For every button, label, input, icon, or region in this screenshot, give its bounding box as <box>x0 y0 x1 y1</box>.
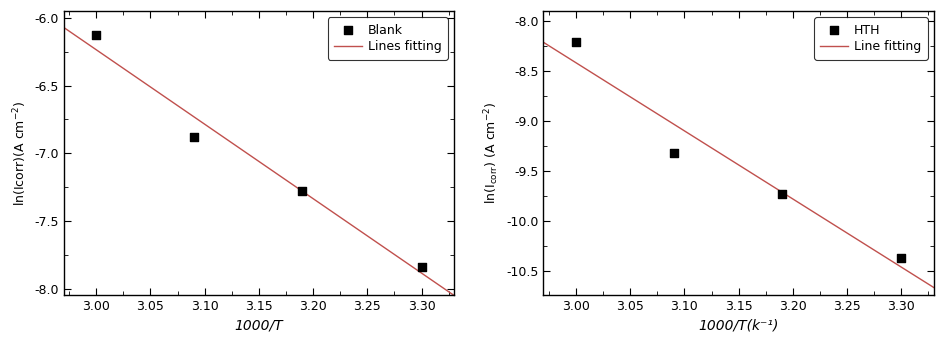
HTH <box>893 255 908 260</box>
Line fitting <box>769 186 781 190</box>
Blank <box>413 264 429 270</box>
Lines fitting <box>58 25 69 30</box>
Lines fitting <box>387 251 398 255</box>
X-axis label: 1000/T: 1000/T <box>234 319 283 333</box>
Lines fitting <box>296 190 308 194</box>
Lines fitting <box>412 268 423 272</box>
Line fitting <box>538 41 549 45</box>
Blank <box>295 189 310 194</box>
Lines fitting <box>59 26 71 30</box>
Legend: HTH, Line fitting: HTH, Line fitting <box>814 17 927 60</box>
Line fitting <box>768 185 780 190</box>
Y-axis label: ln(Icorr)(A cm$^{-2}$): ln(Icorr)(A cm$^{-2}$) <box>11 101 28 206</box>
Line: Lines fitting: Lines fitting <box>63 28 454 295</box>
HTH <box>567 39 582 45</box>
HTH <box>774 191 789 196</box>
Line fitting <box>927 286 938 290</box>
Line fitting <box>891 262 902 267</box>
Line fitting <box>537 40 548 44</box>
Blank <box>186 134 201 140</box>
X-axis label: 1000/T(k⁻¹): 1000/T(k⁻¹) <box>698 319 778 333</box>
Line fitting <box>776 190 787 194</box>
HTH <box>666 150 681 155</box>
Line fitting <box>866 247 877 251</box>
Blank <box>89 33 104 38</box>
Lines fitting <box>289 184 300 188</box>
Line: Line fitting: Line fitting <box>543 42 933 288</box>
Lines fitting <box>290 185 301 189</box>
Lines fitting <box>448 293 460 298</box>
Y-axis label: ln(I$_{\rm corr}$) (A cm$^{-2}$): ln(I$_{\rm corr}$) (A cm$^{-2}$) <box>481 102 500 204</box>
Legend: Blank, Lines fitting: Blank, Lines fitting <box>328 17 447 60</box>
